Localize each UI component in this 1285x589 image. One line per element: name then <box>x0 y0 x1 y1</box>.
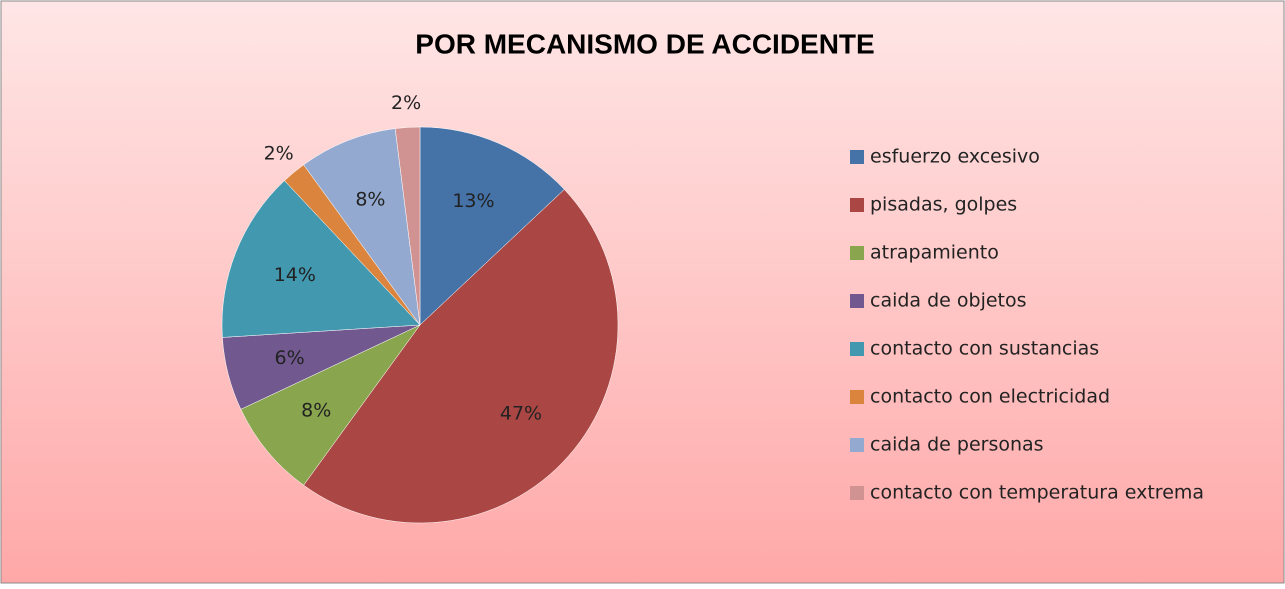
data-label: 2% <box>264 143 294 165</box>
legend-label: atrapamiento <box>870 242 999 264</box>
chart-title: POR MECANISMO DE ACCIDENTE <box>415 28 874 59</box>
data-label: 6% <box>275 347 305 369</box>
data-label: 8% <box>355 188 385 210</box>
pie-slice <box>303 189 619 524</box>
legend-label: contacto con electricidad <box>870 386 1110 408</box>
pie-slice <box>303 128 421 326</box>
legend-swatch <box>850 486 864 500</box>
legend-swatch <box>850 342 864 356</box>
legend-swatch <box>850 294 864 308</box>
pie-slice <box>221 180 421 338</box>
data-label: 8% <box>301 399 331 421</box>
legend-swatch <box>850 198 864 212</box>
pie-slice <box>240 324 421 486</box>
legend-label: caida de objetos <box>870 290 1027 312</box>
legend-label: esfuerzo excesivo <box>870 146 1040 168</box>
legend-swatch <box>850 438 864 452</box>
data-label: 13% <box>452 190 494 212</box>
pie-slice <box>419 126 565 326</box>
legend-label: contacto con sustancias <box>870 338 1099 360</box>
legend-label: caida de personas <box>870 434 1044 456</box>
data-label: 2% <box>391 92 421 114</box>
legend-swatch <box>850 246 864 260</box>
legend-label: contacto con temperatura extrema <box>870 482 1204 504</box>
legend-swatch <box>850 390 864 404</box>
data-label: 14% <box>274 264 316 286</box>
data-label: 47% <box>500 403 542 425</box>
legend-label: pisadas, golpes <box>870 194 1017 216</box>
pie-slice <box>394 126 421 326</box>
legend-swatch <box>850 150 864 164</box>
